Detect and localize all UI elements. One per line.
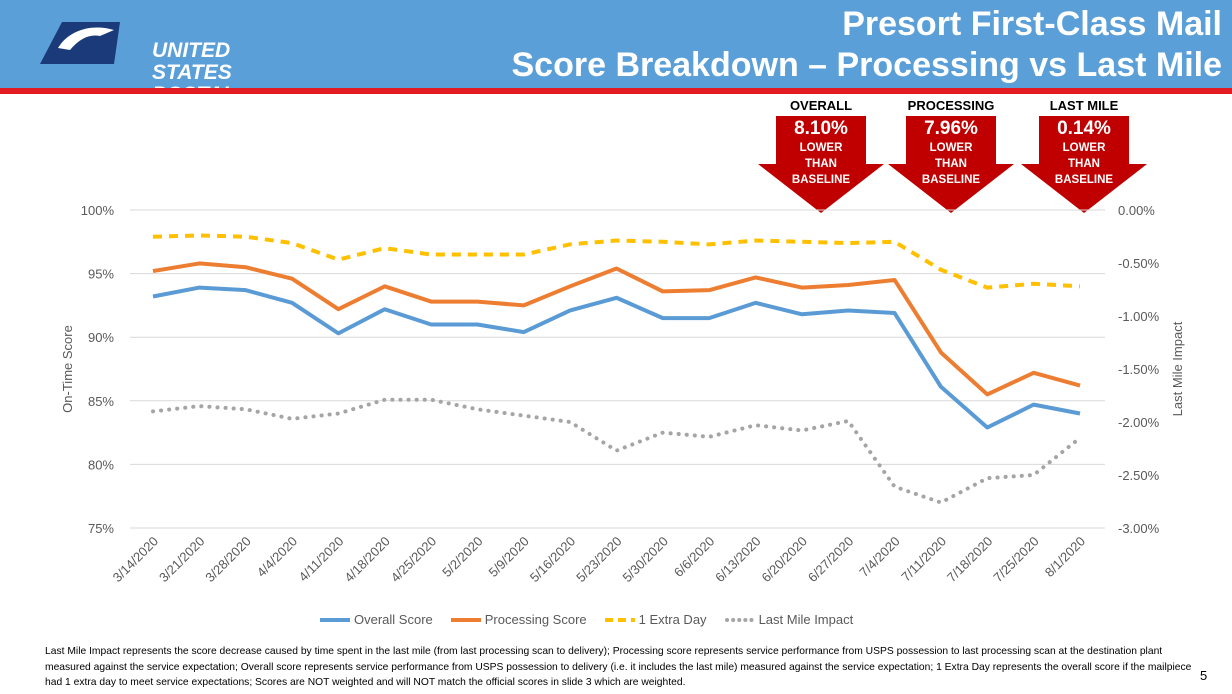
x-tick-label: 5/30/2020 [619, 534, 671, 586]
legend-last-mile: Last Mile Impact [724, 612, 854, 627]
x-tick-label: 4/18/2020 [341, 534, 393, 586]
y2-tick-label: -0.50% [1118, 256, 1160, 271]
kpi-value: 8.10% [794, 118, 848, 139]
x-tick-label: 5/2/2020 [439, 534, 485, 580]
page-number: 5 [1200, 668, 1208, 683]
kpi-sub: LOWER THAN BASELINE [791, 142, 851, 186]
series-line-processing-score [152, 261, 1081, 397]
y2-tick-label: -1.50% [1118, 362, 1160, 377]
series-line-1-extra-day [152, 233, 1081, 290]
y-tick-label: 85% [88, 394, 114, 409]
down-arrow-icon: 8.10% LOWER THAN BASELINE [756, 116, 886, 214]
x-tick-label: 5/23/2020 [573, 534, 625, 586]
x-tick-label: 6/13/2020 [712, 534, 764, 586]
kpi-sub: LOWER THAN BASELINE [921, 142, 981, 186]
x-tick-label: 6/27/2020 [805, 534, 857, 586]
kpi-value: 0.14% [1057, 118, 1111, 139]
x-tick-label: 6/20/2020 [759, 534, 811, 586]
down-arrow-icon: 0.14% LOWER THAN BASELINE [1019, 116, 1149, 214]
x-tick-label: 6/6/2020 [671, 534, 717, 580]
legend-extra-day: 1 Extra Day [604, 612, 707, 627]
y-tick-label: 100% [81, 203, 115, 218]
x-tick-label: 4/11/2020 [296, 534, 347, 585]
x-tick-label: 7/4/2020 [856, 534, 902, 580]
y-tick-label: 90% [88, 330, 114, 345]
eagle-icon [40, 22, 120, 64]
series-line-overall-score [152, 285, 1081, 430]
y2-axis-label: Last Mile Impact [1170, 321, 1185, 416]
kpi-processing: PROCESSING 7.96% LOWER THAN BASELINE [886, 98, 1016, 214]
series-line-last-mile-impact [151, 397, 1082, 505]
x-tick-label: 8/1/2020 [1042, 534, 1088, 580]
x-tick-label: 3/28/2020 [202, 534, 254, 586]
y2-tick-label: -3.00% [1118, 521, 1160, 536]
x-tick-label: 5/16/2020 [527, 534, 579, 586]
x-tick-label: 7/18/2020 [944, 534, 996, 586]
footnote: Last Mile Impact represents the score de… [45, 646, 1192, 688]
kpi-last-mile: LAST MILE 0.14% LOWER THAN BASELINE [1019, 98, 1149, 214]
y-tick-label: 95% [88, 267, 114, 282]
x-tick-label: 4/25/2020 [388, 534, 440, 586]
x-tick-label: 3/14/2020 [110, 534, 162, 586]
legend-overall: Overall Score [320, 612, 433, 627]
y2-tick-label: -1.00% [1118, 309, 1160, 324]
x-tick-label: 3/21/2020 [156, 534, 208, 586]
header-divider [0, 88, 1232, 94]
legend: Overall Score Processing Score 1 Extra D… [320, 612, 853, 627]
header-bar: UNITED STATES POSTAL SERVICE ® Presort Fi… [0, 0, 1232, 128]
kpi-label: LAST MILE [1049, 98, 1119, 113]
y2-tick-label: -2.00% [1118, 415, 1160, 430]
legend-processing: Processing Score [450, 612, 587, 627]
kpi-value: 7.96% [924, 118, 978, 139]
kpi-sub: LOWER THAN BASELINE [1054, 142, 1114, 186]
y2-tick-label: -2.50% [1118, 468, 1160, 483]
x-tick-label: 7/11/2020 [898, 534, 949, 585]
y-tick-label: 75% [88, 521, 114, 536]
y-tick-label: 80% [88, 457, 114, 472]
x-tick-label: 5/9/2020 [486, 534, 532, 580]
usps-logo: UNITED STATES POSTAL SERVICE ® [40, 18, 310, 128]
kpi-label: OVERALL [789, 98, 853, 113]
x-tick-label: 4/4/2020 [254, 534, 300, 580]
y2-tick-label: 0.00% [1118, 203, 1155, 218]
y-axis-label: On-Time Score [60, 325, 75, 413]
x-tick-label: 7/25/2020 [990, 534, 1042, 586]
down-arrow-icon: 7.96% LOWER THAN BASELINE [886, 116, 1016, 214]
page-title: Presort First-Class Mail Score Breakdown … [511, 5, 1223, 84]
line-chart: 75% 80% 85% 90% 95% 100% -3.00% -2.50% -2.00% -1.… [60, 203, 1185, 586]
kpi-overall: OVERALL 8.10% LOWER THAN BASELINE [756, 98, 886, 214]
logo-text-1: UNITED STATES [152, 39, 232, 84]
kpi-label: PROCESSING [907, 98, 995, 113]
